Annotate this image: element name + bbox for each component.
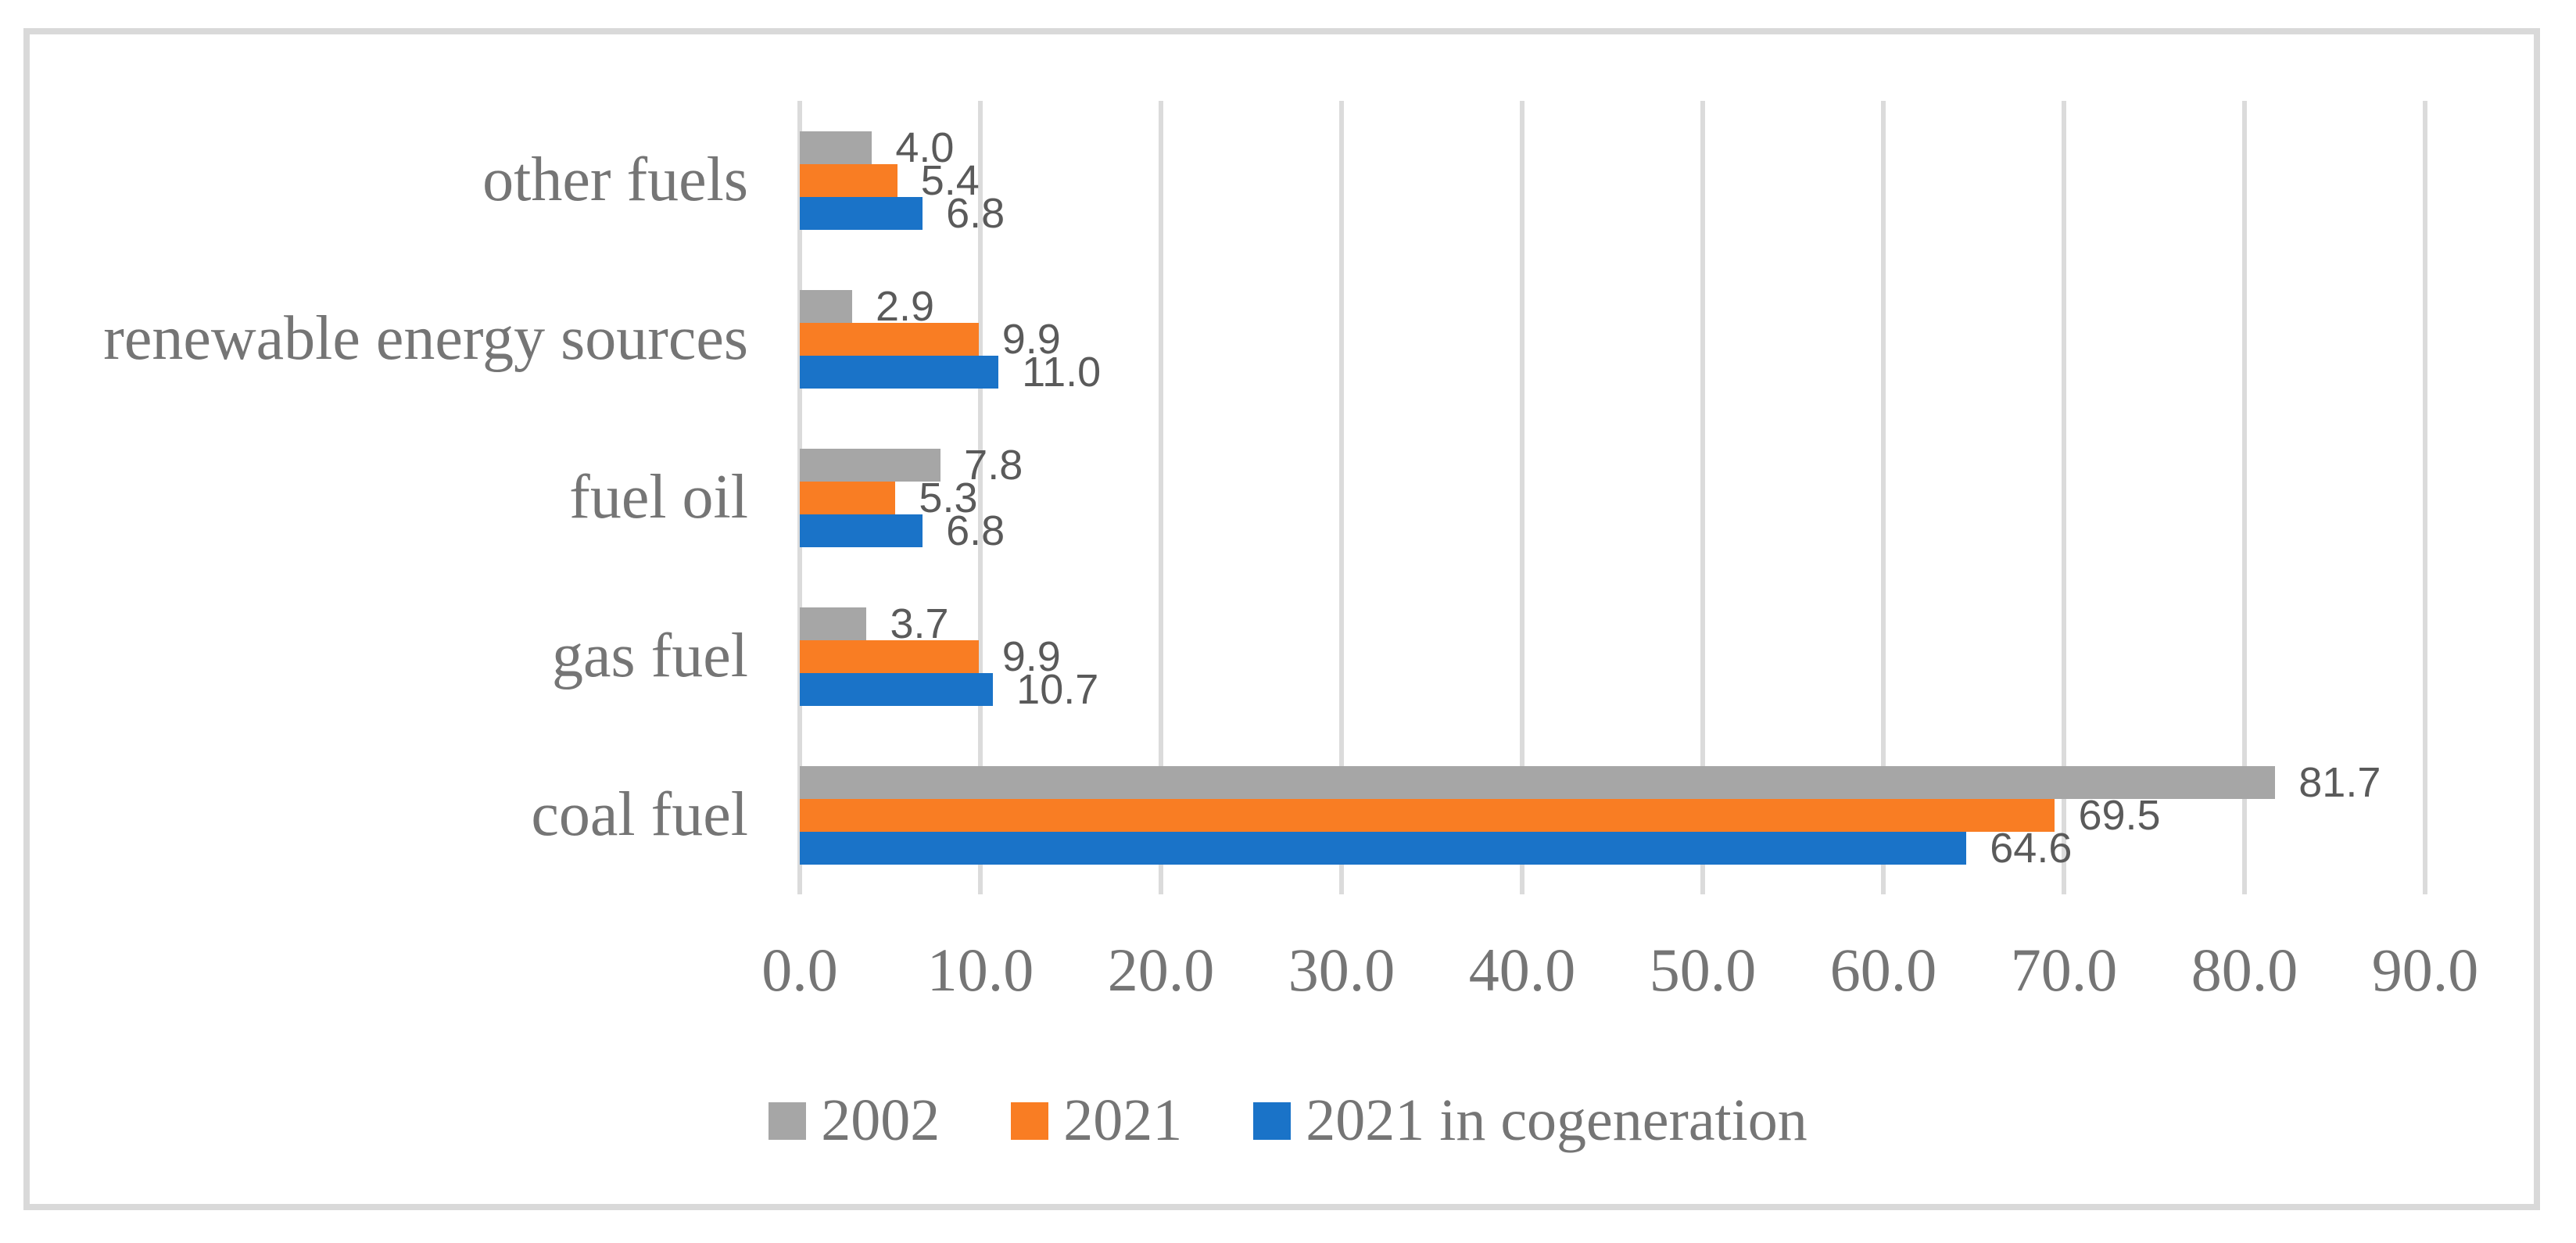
x-tick-label: 10.0 [926, 936, 1034, 1004]
data-label: 10.7 [1016, 665, 1099, 713]
bar-2002-gas-fuel [800, 607, 867, 640]
bar-2021-gas-fuel [800, 639, 979, 673]
legend-swatch-icon [1253, 1102, 1292, 1140]
bar-2021-in-cogeneration-fuel-oil [800, 514, 923, 547]
bar-2021-other-fuels [800, 163, 897, 197]
bar-2002-other-fuels [800, 131, 872, 164]
data-label: 6.8 [946, 189, 1005, 237]
gridline [1159, 101, 1163, 894]
bar-2002-coal-fuel [800, 765, 2276, 799]
legend-label: 2002 [821, 1087, 940, 1153]
data-label: 6.8 [946, 507, 1005, 554]
x-tick-label: 80.0 [2191, 936, 2298, 1004]
bar-2002-fuel-oil [800, 448, 941, 482]
x-tick-label: 90.0 [2371, 936, 2479, 1004]
data-label: 81.7 [2298, 758, 2381, 806]
legend: 2002 2021 2021 in cogeneration [0, 1087, 2576, 1154]
legend-item-2021-in-cogeneration: 2021 in cogeneration [1253, 1087, 1807, 1154]
gridline [1881, 101, 1886, 894]
category-label-coal-fuel: coal fuel [531, 780, 748, 849]
x-tick-label: 50.0 [1649, 936, 1757, 1004]
data-label: 64.6 [1990, 824, 2073, 872]
data-label: 5.4 [920, 156, 980, 204]
bar-2021-in-cogeneration-gas-fuel [800, 672, 994, 706]
x-tick-label: 0.0 [761, 936, 838, 1004]
bar-2021-in-cogeneration-renewable-energy-sources [800, 355, 999, 389]
gridline [1520, 101, 1524, 894]
data-label: 5.3 [919, 474, 978, 521]
figure-border [23, 28, 2540, 1210]
data-label: 69.5 [2078, 791, 2161, 839]
legend-label: 2021 in cogeneration [1306, 1087, 1807, 1153]
gridline [2423, 101, 2427, 894]
bar-2021-coal-fuel [800, 798, 2055, 832]
x-tick-label: 40.0 [1468, 936, 1576, 1004]
bar-2021-renewable-energy-sources [800, 322, 979, 356]
gridline [2242, 101, 2247, 894]
gridline [1339, 101, 1344, 894]
data-label: 2.9 [875, 282, 935, 330]
category-label-gas-fuel: gas fuel [551, 622, 748, 690]
bar-2021-in-cogeneration-coal-fuel [800, 831, 1967, 865]
bar-2002-renewable-energy-sources [800, 289, 852, 323]
legend-item-2021: 2021 [1011, 1087, 1183, 1154]
data-label: 4.0 [895, 124, 955, 171]
data-label: 9.9 [1001, 632, 1061, 680]
legend-label: 2021 [1063, 1087, 1183, 1153]
category-label-other-fuels: other fuels [482, 145, 748, 214]
gridline [978, 101, 983, 894]
x-tick-label: 20.0 [1107, 936, 1215, 1004]
gridline [2062, 101, 2066, 894]
gridline [1700, 101, 1705, 894]
category-label-fuel-oil: fuel oil [569, 463, 748, 532]
data-label: 9.9 [1001, 315, 1061, 363]
bar-2021-fuel-oil [800, 481, 896, 514]
bar-2021-in-cogeneration-other-fuels [800, 196, 923, 230]
legend-item-2002: 2002 [769, 1087, 940, 1154]
x-tick-label: 30.0 [1288, 936, 1395, 1004]
data-label: 3.7 [890, 600, 949, 647]
category-label-renewable-energy-sources: renewable energy sources [103, 304, 748, 373]
data-label: 11.0 [1022, 348, 1102, 396]
legend-swatch-icon [769, 1102, 807, 1140]
x-tick-label: 70.0 [2010, 936, 2118, 1004]
legend-swatch-icon [1011, 1102, 1049, 1140]
data-label: 7.8 [964, 441, 1023, 489]
x-tick-label: 60.0 [1829, 936, 1937, 1004]
